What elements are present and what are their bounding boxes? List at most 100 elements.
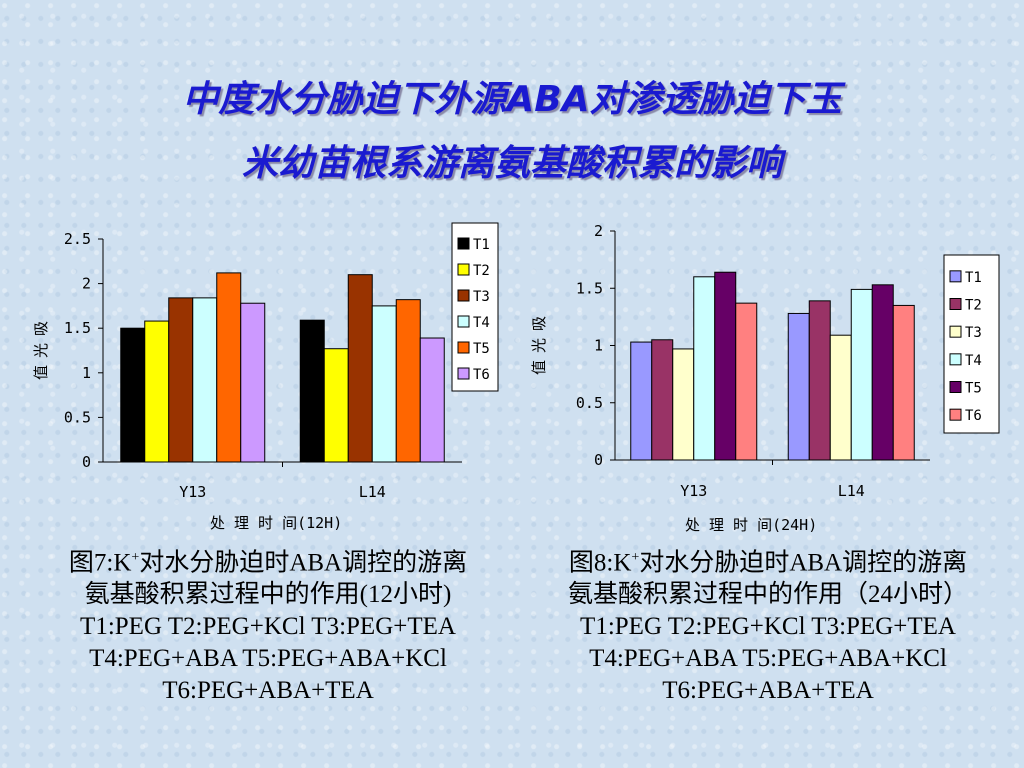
chart-0-bar-T1-L14 — [299, 319, 325, 463]
chart-1-legend-swatch-T3 — [949, 325, 962, 338]
chart-0-legend-swatch-T3 — [457, 289, 470, 302]
caption-7-line-5: T6:PEG+ABA+TEA — [162, 677, 374, 705]
chart-0-category-label: L14 — [359, 483, 386, 501]
chart-1-bar-T3-Y13 — [672, 348, 695, 461]
chart-1-legend-label-T4: T4 — [965, 353, 982, 369]
chart-0-y-tick-label: 1.5 — [64, 319, 91, 337]
caption-figure-8: 图8:K+对水分胁迫时ABA调控的游离 氨基酸积累过程中的作用（24小时） T1… — [508, 542, 1024, 707]
caption-7-line-1: 图7:K+对水分胁迫时ABA调控的游离 — [8, 542, 528, 579]
chart-1-bar-T4-L14 — [850, 288, 873, 461]
chart-0-bar-T3-Y13 — [168, 297, 194, 463]
chart-0-bar-T4-Y13 — [192, 297, 218, 463]
caption-8-line-2: 氨基酸积累过程中的作用（24小时） — [567, 581, 968, 609]
chart-1-y-label-char: 吸 — [530, 316, 548, 331]
chart-0-y-label-char: 吸 — [32, 321, 50, 336]
caption-7-line-1-rest: 对水分胁迫时ABA调控的游离 — [139, 549, 468, 577]
chart-1-legend-swatch-T1 — [949, 270, 962, 283]
caption-7-prefix: 图7:K — [68, 549, 132, 577]
caption-7-line-3: T1:PEG T2:PEG+KCl T3:PEG+TEA — [80, 613, 456, 641]
chart-1-bar-T5-Y13 — [714, 271, 737, 461]
chart-1-bar-T1-L14 — [787, 312, 810, 461]
caption-8-line-4: T4:PEG+ABA T5:PEG+ABA+KCl — [589, 645, 947, 673]
chart-0-y-tick-label: 0.5 — [64, 408, 91, 426]
caption-7-sup: + — [131, 550, 140, 565]
chart-1-legend-swatch-T5 — [949, 381, 962, 393]
chart-1-legend-label-T5: T5 — [965, 381, 982, 397]
chart-0-y-tick-label: 2 — [82, 275, 91, 293]
chart-0-bar-T4-L14 — [371, 305, 397, 463]
chart-24h-svg: 0 0.5 1 1.5 2 吸光值 Y13 L14 T1 T2 T3 T4 T5 T6 — [530, 222, 1000, 500]
chart-24h: 0 0.5 1 1.5 2 吸光值 Y13 L14 T1 T2 T3 T4 T5 T6 — [512, 215, 1024, 515]
chart-0-legend-swatch-T5 — [457, 341, 470, 354]
title-line-2: 米幼苗根系游离氨基酸积累的影响 — [241, 143, 782, 184]
chart-0-y-label: 吸光值 — [32, 321, 50, 380]
chart-0-y-label-char: 值 — [32, 365, 50, 380]
chart-0-legend-label-T6: T6 — [473, 367, 490, 383]
chart-1-legend-label-T3: T3 — [965, 325, 982, 341]
chart-1-bar-T5-L14 — [871, 284, 894, 461]
chart-1-bar-T1-Y13 — [630, 341, 653, 461]
chart-1-category-label: Y13 — [680, 482, 707, 500]
chart-0-legend-label-T4: T4 — [473, 315, 490, 331]
chart-0-y-tick-label: 0 — [82, 453, 91, 471]
chart-1-y-tick-label: 1.5 — [576, 279, 603, 297]
chart-1-y-tick-label: 0 — [594, 451, 603, 469]
chart-1-y-tick-label: 0.5 — [576, 394, 603, 412]
chart-0-bar-T2-Y13 — [144, 320, 170, 463]
chart-12h-svg: 0 0.5 1 1.5 2 2.5 吸光值 Y13 L14 T1 T2 T3 T4 T5 T6 — [32, 222, 499, 501]
chart-1-bar-T6-Y13 — [735, 302, 758, 461]
chart-0-bar-T5-Y13 — [216, 272, 242, 463]
chart-1-bar-T2-Y13 — [651, 339, 674, 461]
caption-8-line-3: T1:PEG T2:PEG+KCl T3:PEG+TEA — [580, 613, 956, 641]
chart-0-legend-label-T1: T1 — [473, 237, 490, 253]
chart-1-y-label-char: 值 — [530, 360, 548, 375]
chart-0-legend-label-T5: T5 — [473, 341, 490, 357]
chart-1-legend-box — [943, 254, 1000, 434]
caption-8-prefix: 图8:K — [568, 549, 632, 577]
chart-12h: 0 0.5 1 1.5 2 2.5 吸光值 Y13 L14 T1 T2 T3 T4 T5 T6 — [0, 215, 512, 515]
slide-title: 中度水分胁迫下外源ABA对渗透胁迫下玉 米幼苗根系游离氨基酸积累的影响 — [0, 68, 1024, 196]
chart-0-legend-label-T3: T3 — [473, 289, 490, 305]
chart-1-legend-label-T1: T1 — [965, 270, 982, 286]
chart-1-category-label: L14 — [838, 482, 865, 500]
chart-0-bar-T3-L14 — [347, 274, 373, 463]
chart-1-legend-swatch-T6 — [949, 408, 962, 421]
chart-0-y-tick-label: 2.5 — [64, 230, 91, 248]
chart-1-y-label-char: 光 — [530, 338, 548, 353]
chart-1-bar-T4-Y13 — [693, 276, 716, 461]
chart-0-legend-swatch-T4 — [457, 315, 470, 328]
chart-0-bar-T5-L14 — [395, 299, 421, 463]
chart-24h-xlabel: 处 理 时 间(24H) — [685, 516, 818, 534]
chart-1-y-tick-label: 1 — [594, 337, 603, 355]
chart-0-bar-T6-L14 — [419, 337, 445, 463]
chart-12h-xlabel: 处 理 时 间(12H) — [210, 514, 343, 532]
chart-0-bar-T1-Y13 — [120, 327, 146, 463]
chart-1-bar-T6-L14 — [892, 304, 915, 461]
chart-1-legend-swatch-T2 — [949, 298, 962, 310]
chart-0-bar-T6-Y13 — [240, 302, 266, 463]
chart-1-bar-T2-L14 — [808, 300, 831, 461]
chart-0-legend-box — [451, 222, 499, 392]
chart-0-category-label: Y13 — [179, 483, 206, 501]
chart-1-y-tick-label: 2 — [594, 222, 603, 240]
chart-1-bar-T3-L14 — [829, 334, 852, 461]
chart-1-y-label: 吸光值 — [530, 316, 548, 375]
caption-8-line-1: 图8:K+对水分胁迫时ABA调控的游离 — [508, 542, 1024, 579]
title-line-1: 中度水分胁迫下外源ABA对渗透胁迫下玉 — [182, 79, 842, 120]
caption-8-line-1-rest: 对水分胁迫时ABA调控的游离 — [639, 549, 968, 577]
chart-0-legend-label-T2: T2 — [473, 263, 490, 279]
chart-0-y-label-char: 光 — [32, 343, 50, 358]
chart-0-legend-swatch-T1 — [457, 237, 470, 250]
chart-1-legend-swatch-T4 — [949, 353, 962, 366]
chart-0-legend-swatch-T2 — [457, 263, 470, 276]
chart-0-legend: T1 T2 T3 T4 T5 T6 — [451, 222, 499, 392]
caption-8-sup: + — [631, 550, 640, 565]
chart-0-bar-T2-L14 — [323, 348, 349, 463]
chart-1-legend-label-T2: T2 — [965, 298, 982, 314]
chart-1-legend: T1 T2 T3 T4 T5 T6 — [943, 254, 1000, 434]
caption-7-line-4: T4:PEG+ABA T5:PEG+ABA+KCl — [89, 645, 447, 673]
caption-7-line-2: 氨基酸积累过程中的作用(12小时) — [84, 581, 452, 609]
chart-1-legend-label-T6: T6 — [965, 408, 982, 424]
caption-figure-7: 图7:K+对水分胁迫时ABA调控的游离 氨基酸积累过程中的作用(12小时) T1… — [8, 542, 528, 707]
chart-0-y-tick-label: 1 — [82, 364, 91, 382]
